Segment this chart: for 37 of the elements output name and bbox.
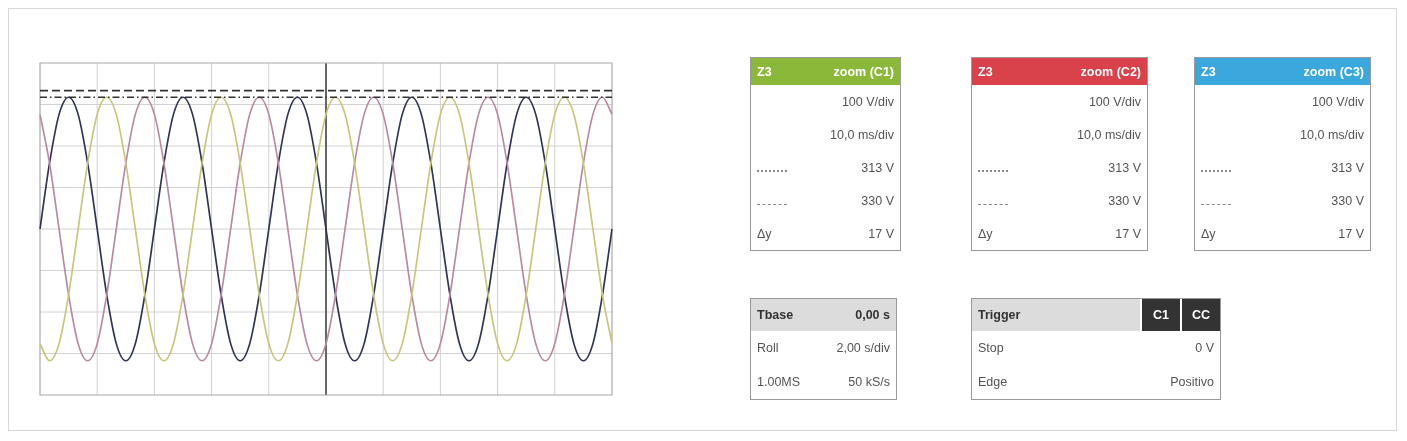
text: 330 V	[1108, 193, 1141, 208]
text: zoom (C2)	[1080, 64, 1142, 79]
text: 100 V/div	[1311, 94, 1364, 109]
text: 330 V	[1331, 193, 1364, 208]
category-label: 1.00MS	[757, 375, 801, 389]
category-label: Δy	[978, 226, 993, 241]
text: Trigger	[978, 308, 1022, 322]
text: 330 V	[861, 193, 894, 208]
text: 313 V	[1331, 160, 1364, 175]
category-label: Stop	[978, 341, 1004, 355]
text: Positivo	[1170, 375, 1214, 389]
text: 17 V	[1115, 226, 1141, 241]
text: 100 V/div	[1088, 94, 1141, 109]
category-label: Δy	[757, 226, 772, 241]
text: 100 V/div	[841, 94, 894, 109]
text: 313 V	[1108, 160, 1141, 175]
text: zoom (C1)	[833, 64, 895, 79]
text: 0,00 s	[855, 308, 891, 322]
text: 2,00 s/div	[836, 341, 890, 355]
text: 10,0 ms/div	[1077, 127, 1141, 142]
text: CC	[1180, 299, 1220, 331]
category-label: Roll	[757, 341, 779, 355]
text: 17 V	[868, 226, 894, 241]
text: Tbase	[757, 308, 795, 322]
text: 313 V	[861, 160, 894, 175]
category-label: Edge	[978, 375, 1008, 389]
text: zoom (C3)	[1303, 64, 1365, 79]
text: 10,0 ms/div	[1300, 127, 1364, 142]
text: Z3	[978, 64, 994, 79]
category-label: Δy	[1201, 226, 1216, 241]
text: 17 V	[1338, 226, 1364, 241]
text: Z3	[1201, 64, 1217, 79]
text: 0 V	[1195, 341, 1214, 355]
text: 10,0 ms/div	[830, 127, 894, 142]
text: Z3	[757, 64, 773, 79]
text: 50 kS/s	[848, 375, 890, 389]
text: C1	[1140, 299, 1180, 331]
